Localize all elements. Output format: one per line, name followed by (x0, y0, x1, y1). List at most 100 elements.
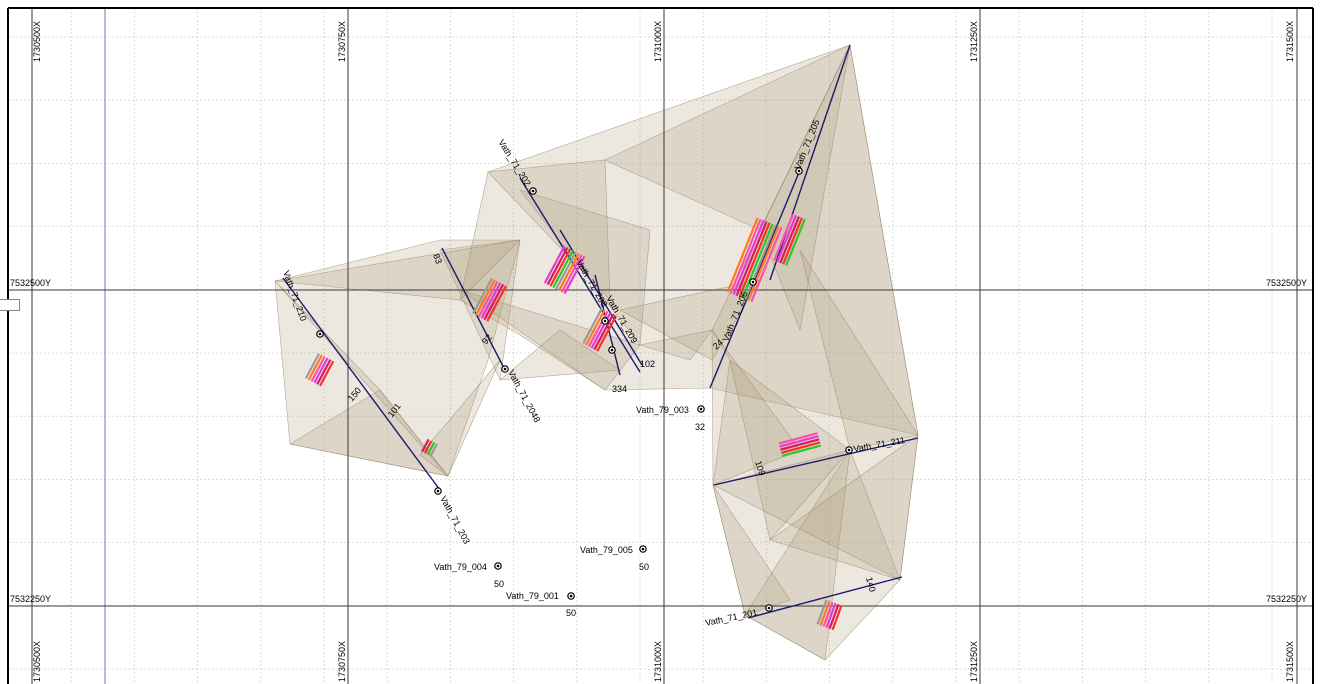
trace-vath-71-201 (747, 576, 903, 619)
collar-marker-dot (531, 189, 535, 193)
collar-marker-dot (496, 564, 500, 568)
y-labels: 7532500Y 7532500Y 7532250Y 7532250Y (10, 278, 1307, 604)
assay-mark (557, 252, 580, 292)
hole-label-vath-79-003: Vath_79_003 (636, 405, 689, 415)
assay-mark (781, 441, 821, 454)
assay-mark (307, 354, 323, 381)
assay-mark (781, 444, 822, 457)
collar-marker-dot (503, 367, 507, 371)
trace-vath-71-202 (519, 177, 641, 373)
assay-mark (819, 600, 831, 626)
depth-label-vath-79-005: 50 (639, 562, 649, 572)
depth-label-vath-71-206: 24 (711, 337, 725, 351)
collar-marker-dot (641, 547, 645, 551)
depth-labels: 32 50 50 50 101 83 334 102 109 140 24 15… (346, 252, 878, 618)
assay-mark (732, 219, 765, 295)
x-label-top-1731500: 1731500X (1285, 21, 1295, 62)
assay-mark (546, 246, 569, 286)
assay-mark (304, 353, 321, 379)
x-labels-bottom: 1730500X 1730750X 1731000X 1731250X 1731… (32, 641, 1295, 682)
collar-marker-dot (436, 489, 440, 493)
assay-mark (822, 601, 834, 627)
depth-label-vath-71-211: 109 (753, 460, 767, 477)
assay-mark (313, 357, 329, 384)
x-label-bottom-1731000: 1731000X (653, 641, 663, 682)
assay-mark (780, 438, 820, 451)
collar-marker-dot (318, 332, 322, 336)
assay-mark (785, 218, 806, 266)
y-label-right-7532250: 7532250Y (1266, 594, 1307, 604)
assay-mark (776, 215, 797, 263)
assay-mark (555, 251, 577, 290)
depth-label-vath-71-201: 140 (864, 576, 878, 593)
assay-mark (726, 217, 759, 293)
mesh-facet (519, 189, 651, 346)
assay-mark (477, 280, 499, 318)
hole-label-vath-79-005: Vath_79_005 (580, 545, 633, 555)
assay-labels (304, 213, 843, 631)
x-label-top-1731000: 1731000X (653, 21, 663, 62)
assay-mark (486, 285, 507, 322)
assay-mark (778, 432, 818, 445)
assay-mark (750, 227, 783, 303)
collar-markers (316, 167, 853, 612)
mesh-facet (712, 449, 901, 581)
assay-mark (735, 221, 768, 297)
assay-mark (421, 438, 430, 453)
mesh-facet (459, 289, 641, 391)
assay-mark (316, 359, 332, 385)
assay-mark (825, 602, 837, 628)
y-label-left-7532250: 7532250Y (10, 594, 51, 604)
assay-mark (738, 222, 771, 298)
assay-mark (480, 282, 502, 319)
assay-mark (593, 313, 615, 351)
depth-label-vath-79-004: 50 (494, 579, 504, 589)
collar-marker-dot (699, 407, 703, 411)
depth-label-vath-71-209: 334 (612, 384, 627, 394)
depth-label-misc-92: 92 (480, 332, 494, 346)
x-label-bottom-1730500: 1730500X (32, 641, 42, 682)
assay-mark (779, 216, 800, 264)
depth-label-vath-71-2048: 83 (431, 252, 444, 265)
mesh-facet (639, 329, 713, 361)
assay-mark (319, 360, 335, 387)
x-label-top-1730500: 1730500X (32, 21, 42, 62)
depth-label-vath-79-001: 50 (566, 608, 576, 618)
assay-mark (816, 599, 828, 625)
mesh-facet (769, 434, 919, 581)
collar-marker-dot (797, 169, 801, 173)
assay-mark (741, 223, 774, 299)
x-label-bottom-1731250: 1731250X (969, 641, 979, 682)
hole-label-vath-79-004: Vath_79_004 (434, 562, 487, 572)
assay-mark (543, 245, 566, 284)
wireframe-mesh (274, 44, 919, 661)
trace-vath-71-211 (713, 437, 919, 486)
assay-mark (729, 218, 762, 294)
y-label-right-7532500: 7532500Y (1266, 278, 1307, 288)
mesh-facet (711, 329, 801, 486)
assay-mark (582, 307, 603, 345)
assay-mark (483, 283, 505, 321)
assay-mark (782, 217, 803, 265)
collar-marker-dot (610, 348, 614, 352)
x-label-bottom-1730750: 1730750X (337, 641, 347, 682)
collar-marker-dot (751, 280, 755, 284)
mesh-facet (289, 389, 449, 477)
collar-marker-dot (603, 319, 607, 323)
y-label-left-7532500: 7532500Y (10, 278, 51, 288)
trace-vath-71-203 (282, 277, 441, 491)
panel-collapse-handle[interactable] (0, 299, 20, 311)
collar-marker-dot (767, 606, 771, 610)
x-label-top-1731250: 1731250X (969, 21, 979, 62)
major-grid (8, 8, 1313, 684)
assay-mark (552, 249, 574, 289)
depth-label-vath-79-003: 32 (695, 422, 705, 432)
assay-mark (310, 356, 326, 382)
assay-mark (426, 441, 436, 456)
assay-mark (584, 309, 606, 346)
assay-mark (560, 254, 583, 293)
mesh-facet (499, 329, 621, 381)
mesh-facet (419, 359, 501, 477)
